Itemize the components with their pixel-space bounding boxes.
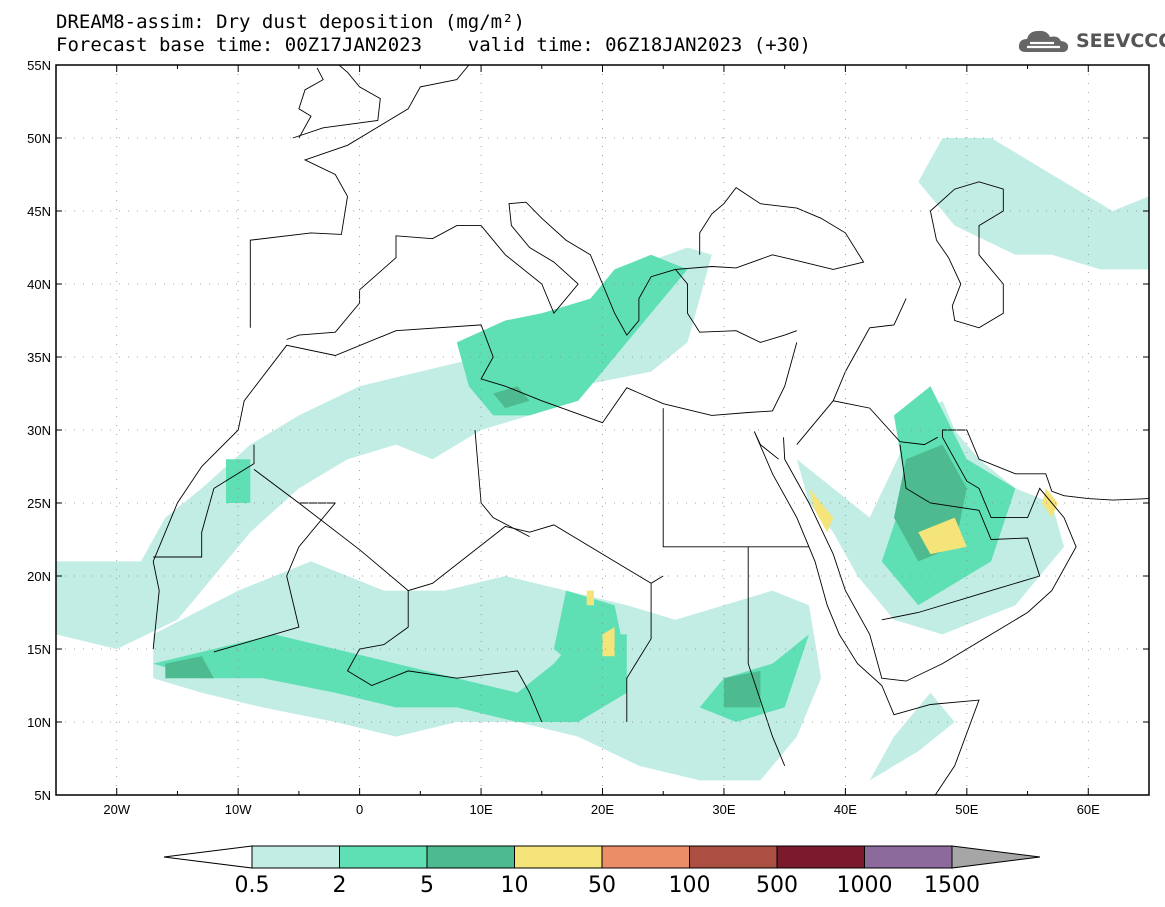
lat-tick-label: 55N <box>27 58 51 73</box>
border-line-6 <box>929 181 1004 329</box>
lon-tick-label: 30E <box>712 802 735 817</box>
lat-tick-label: 10N <box>27 715 51 730</box>
border-line-0 <box>152 324 798 650</box>
border-line-4 <box>286 201 797 343</box>
colorbar: 0.5 2 5 10 50 100 500 1000 1500 <box>163 845 1041 898</box>
lat-tick-label: 45N <box>27 204 51 219</box>
coastlines-borders <box>152 65 1149 795</box>
colorbar-box <box>339 845 428 869</box>
lon-tick-label: 10E <box>469 802 492 817</box>
border-line-17 <box>881 444 1041 621</box>
seevccc-logo: SEEVCCC <box>1018 26 1165 56</box>
dust-contour-13 <box>493 386 530 409</box>
lon-tick-label: 20W <box>103 802 130 817</box>
colorbar-label: 0.5 <box>235 873 270 898</box>
dust-contour-14 <box>723 670 761 708</box>
lon-tick-label: 50E <box>955 802 978 817</box>
colorbar-label: 10 <box>501 873 529 898</box>
lat-tick-label: 50N <box>27 131 51 146</box>
dust-contour-18 <box>586 590 594 606</box>
colorbar-box <box>514 845 603 869</box>
border-line-19 <box>298 67 324 139</box>
cloud-icon <box>1018 30 1069 53</box>
dust-contour-16 <box>809 488 834 533</box>
map-axes: 55N 50N 45N 40N 35N 30N 25N 20N 15N 10N 5N 20W 10W 0 1… <box>27 58 1150 817</box>
logo-text: SEEVCCC <box>1076 30 1165 52</box>
border-line-9 <box>298 502 652 722</box>
lon-tick-label: 60E <box>1077 802 1100 817</box>
lon-tick-label: 0 <box>356 802 363 817</box>
colorbar-label: 100 <box>669 873 711 898</box>
colorbar-box <box>251 845 340 869</box>
lat-tick-label: 25N <box>27 496 51 511</box>
colorbar-high-arrow <box>951 845 1041 869</box>
border-line-15 <box>796 400 938 446</box>
colorbar-label: 50 <box>588 873 616 898</box>
border-line-10 <box>474 429 530 537</box>
lat-tick-label: 35N <box>27 350 51 365</box>
border-line-12 <box>650 575 664 584</box>
map-title: DREAM8-assim: Dry dust deposition (mg/m²… <box>56 11 525 33</box>
colorbar-box <box>864 845 953 869</box>
border-line-13 <box>346 590 543 723</box>
lat-tick-label: 5N <box>34 788 51 803</box>
border-line-18 <box>292 65 381 139</box>
border-line-5 <box>675 186 865 270</box>
lon-tick-label: 10W <box>225 802 252 817</box>
border-line-3 <box>249 65 470 328</box>
colorbar-box <box>601 845 690 869</box>
lat-tick-label: 30N <box>27 423 51 438</box>
colorbar-box <box>426 845 515 869</box>
dust-contour-12 <box>165 656 214 679</box>
border-line-7 <box>153 444 255 558</box>
dust-deposition-field <box>56 138 1149 781</box>
lat-tick-label: 40N <box>27 277 51 292</box>
colorbar-low-arrow <box>163 845 253 869</box>
colorbar-label: 5 <box>420 873 434 898</box>
map-subtitle: Forecast base time: 00Z17JAN2023 valid t… <box>56 34 811 56</box>
colorbar-label: 1500 <box>924 873 980 898</box>
border-line-1 <box>753 431 980 795</box>
dust-contour-1 <box>153 561 822 781</box>
colorbar-box <box>776 845 865 869</box>
lon-tick-label: 40E <box>834 802 857 817</box>
border-line-11 <box>662 408 809 548</box>
lat-tick-label: 20N <box>27 569 51 584</box>
lon-tick-label: 20E <box>591 802 614 817</box>
dust-contour-15 <box>918 517 967 555</box>
border-line-2 <box>783 429 1149 682</box>
border-line-16 <box>832 298 907 401</box>
border-line-14 <box>747 546 786 766</box>
dust-contour-4 <box>869 692 955 781</box>
colorbar-label: 2 <box>333 873 347 898</box>
colorbar-label: 1000 <box>837 873 893 898</box>
dust-contour-3 <box>918 138 1149 270</box>
dust-contour-5 <box>456 254 688 416</box>
lat-tick-label: 15N <box>27 642 51 657</box>
colorbar-box <box>689 845 778 869</box>
dust-contour-9 <box>226 459 251 503</box>
colorbar-label: 500 <box>756 873 798 898</box>
